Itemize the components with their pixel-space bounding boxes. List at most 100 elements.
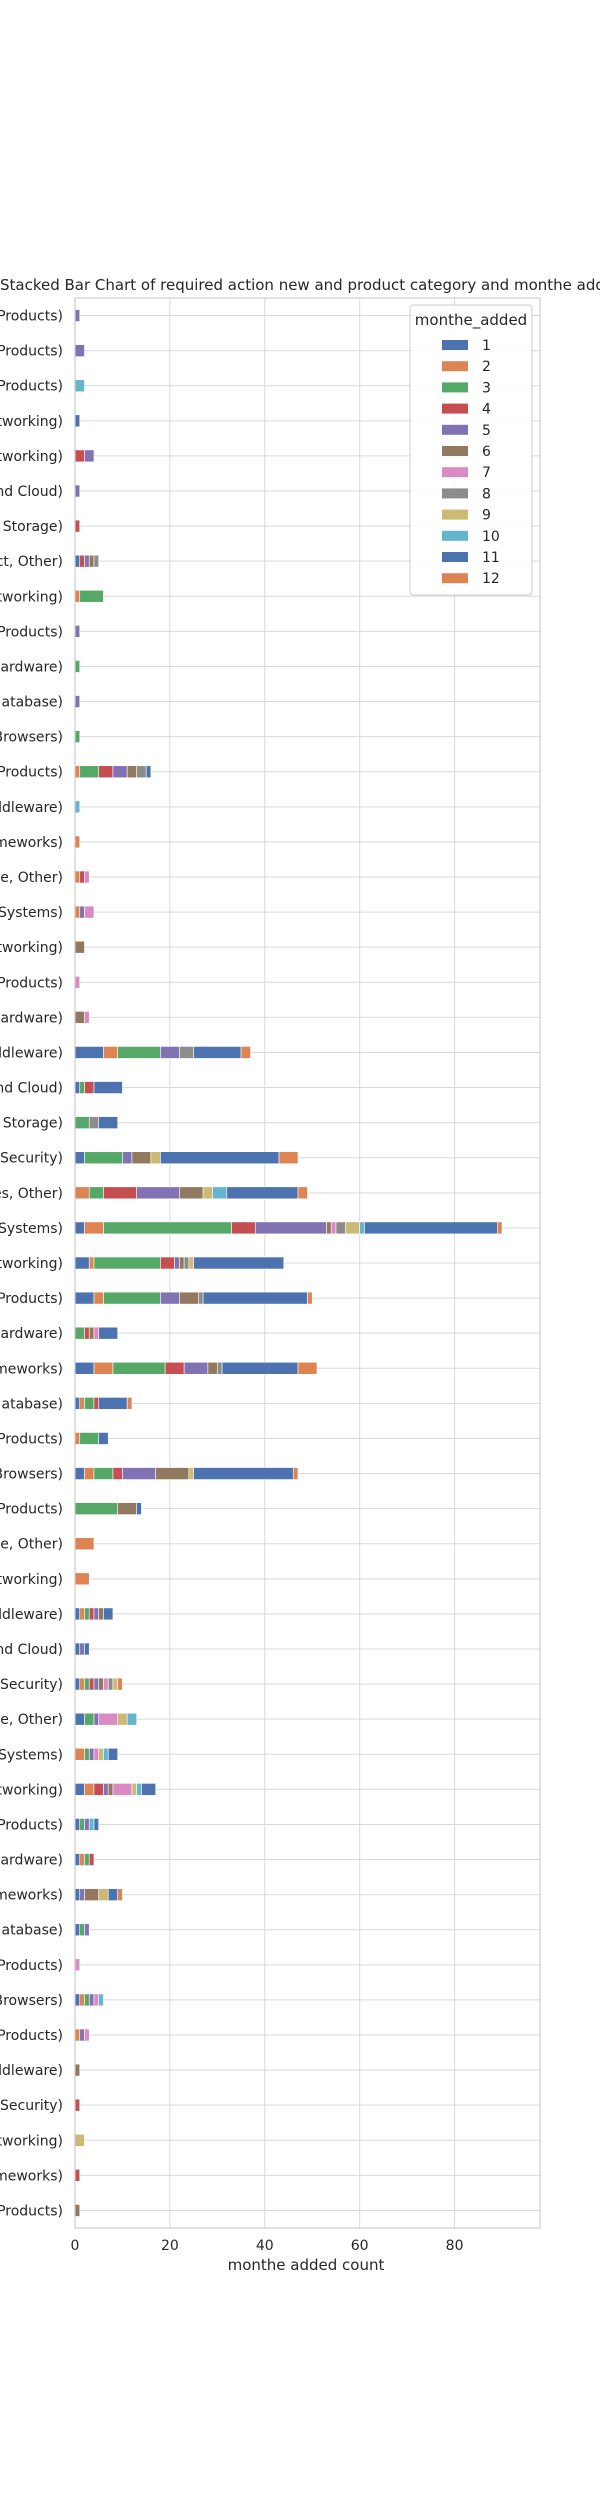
bar-segment	[84, 1151, 123, 1165]
bar-segment	[84, 1747, 90, 1761]
x-axis-label: monthe added count	[228, 2256, 385, 2274]
bar-segment	[98, 1326, 119, 1340]
bar-segment	[103, 1186, 137, 1200]
bar-segment	[74, 1361, 95, 1375]
y-tick-label: atabase)	[2, 1396, 63, 1412]
y-tick-label: Security)	[0, 2098, 63, 2114]
y-tick-label: Storage)	[3, 519, 63, 535]
bar-segment	[79, 589, 104, 603]
bar-segment	[79, 2028, 85, 2042]
bar-segment	[74, 1256, 90, 1270]
bar-segment	[112, 1467, 123, 1480]
bar-segment	[107, 1888, 119, 1901]
bar-segment	[74, 2063, 81, 2077]
y-tick-label: Products)	[0, 1431, 63, 1447]
bar-segment	[88, 1116, 100, 1129]
bar-segment	[212, 1186, 228, 1200]
x-tick-label: 40	[256, 2238, 274, 2254]
legend-label: 12	[482, 571, 500, 587]
y-tick-labels: Products) Products) Products) tworking) twor…	[0, 309, 63, 2220]
bar-segment	[79, 1677, 85, 1691]
bar-segment	[174, 1256, 180, 1270]
bar-segment	[141, 1783, 156, 1796]
bar-segment	[117, 1046, 161, 1059]
bar-segment	[74, 1081, 81, 1094]
bar-segment	[74, 695, 81, 708]
bar-segment	[93, 1361, 114, 1375]
bar-segment	[103, 1677, 109, 1691]
bar-segment	[79, 870, 85, 884]
bar-segment	[98, 1432, 109, 1445]
bar-segment	[74, 1607, 81, 1621]
bar-segment	[278, 1151, 299, 1165]
bar-segment	[93, 1677, 100, 1691]
y-tick-label: Systems)	[0, 1221, 63, 1237]
y-tick-label: meworks)	[0, 1361, 63, 1377]
bar-segment	[297, 1186, 308, 1200]
bar-segment	[74, 1572, 90, 1586]
bar-segment	[79, 1397, 85, 1410]
bar-segment	[131, 1783, 137, 1796]
legend-label: 9	[482, 508, 491, 524]
bar-segment	[136, 1783, 142, 1796]
legend-title: monthe_added	[415, 311, 527, 330]
y-tick-label: Browsers)	[0, 730, 63, 746]
bar-segment	[297, 1361, 318, 1375]
bar-segment	[84, 1818, 90, 1831]
bar-segment	[98, 1677, 104, 1691]
bar-segment	[84, 1607, 90, 1621]
bar-segment	[74, 414, 81, 428]
bar-segment	[84, 905, 95, 919]
y-tick-label: nd Cloud)	[0, 1642, 63, 1658]
y-tick-label: Systems)	[0, 1747, 63, 1763]
legend-box	[409, 304, 533, 596]
bar-segment	[84, 1326, 90, 1340]
bar-segment	[84, 449, 95, 463]
bar-segment	[93, 1993, 100, 2007]
bar-segment	[117, 1712, 128, 1726]
bar-segment	[74, 449, 85, 463]
bar-segment	[98, 1607, 104, 1621]
bar-segment	[136, 1186, 180, 1200]
bar-segment	[93, 554, 100, 568]
bar-segment	[74, 625, 81, 638]
y-tick-label: e, Other)	[0, 1712, 63, 1728]
bar-segment	[74, 1326, 85, 1340]
legend-swatch	[442, 446, 468, 456]
legend-swatch	[442, 552, 468, 562]
bar-segment	[231, 1221, 256, 1235]
bar-segment	[136, 765, 147, 779]
bar-segment	[292, 1467, 299, 1480]
bar-segment	[74, 765, 81, 779]
bar-segment	[84, 1923, 90, 1937]
bar-segment	[112, 1783, 133, 1796]
legend-label: 2	[482, 359, 491, 375]
y-tick-label: Products)	[0, 1502, 63, 1518]
bar-segment	[84, 1467, 95, 1480]
bar-segment	[183, 1361, 209, 1375]
bar-segment	[79, 1432, 100, 1445]
legend-swatch	[442, 424, 468, 435]
bar-segment	[193, 1256, 285, 1270]
bar-segment	[160, 1291, 180, 1305]
bar-segment	[74, 1783, 85, 1796]
y-tick-label: tworking)	[0, 589, 63, 605]
bar-segment	[74, 2204, 81, 2217]
y-tick-label: Products)	[0, 765, 63, 781]
plot-frame	[74, 297, 541, 2229]
bar-segment	[93, 1291, 104, 1305]
bar-segment	[160, 1256, 175, 1270]
bar-segment	[74, 1537, 95, 1551]
legend-swatch	[442, 361, 468, 372]
bar-segment	[93, 1607, 100, 1621]
y-tick-label: tworking)	[0, 1572, 63, 1588]
bar-segment	[74, 554, 81, 568]
x-tick-label: 60	[351, 2238, 369, 2254]
y-tick-label: ct, Other)	[0, 554, 63, 570]
bar-segment	[74, 1046, 104, 1059]
bar-segment	[74, 589, 81, 603]
y-tick-label: Security)	[0, 1677, 63, 1693]
bar-segment	[88, 1326, 95, 1340]
bar-segment	[103, 1783, 109, 1796]
bar-segment	[88, 1818, 95, 1831]
